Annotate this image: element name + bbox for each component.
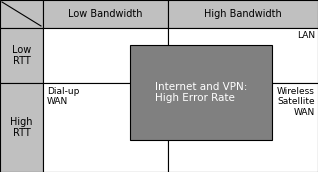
Text: High
RTT: High RTT [10,117,33,138]
Text: LAN: LAN [297,31,315,40]
Bar [0,83,43,172]
Text: Low Bandwidth: Low Bandwidth [68,9,143,19]
Bar [130,45,272,140]
Text: Dial-up
WAN: Dial-up WAN [47,87,80,106]
Text: High Bandwidth: High Bandwidth [204,9,282,19]
Bar [0,28,43,83]
Bar [168,0,318,28]
Text: Internet and VPN:
High Error Rate: Internet and VPN: High Error Rate [155,82,247,103]
Text: Low
RTT: Low RTT [12,45,31,66]
Bar [168,83,318,172]
Text: Wireless
Satellite
WAN: Wireless Satellite WAN [277,87,315,117]
Bar [168,28,318,83]
Bar [43,28,168,83]
Bar [43,0,168,28]
Bar [43,83,168,172]
Bar [0,0,43,28]
